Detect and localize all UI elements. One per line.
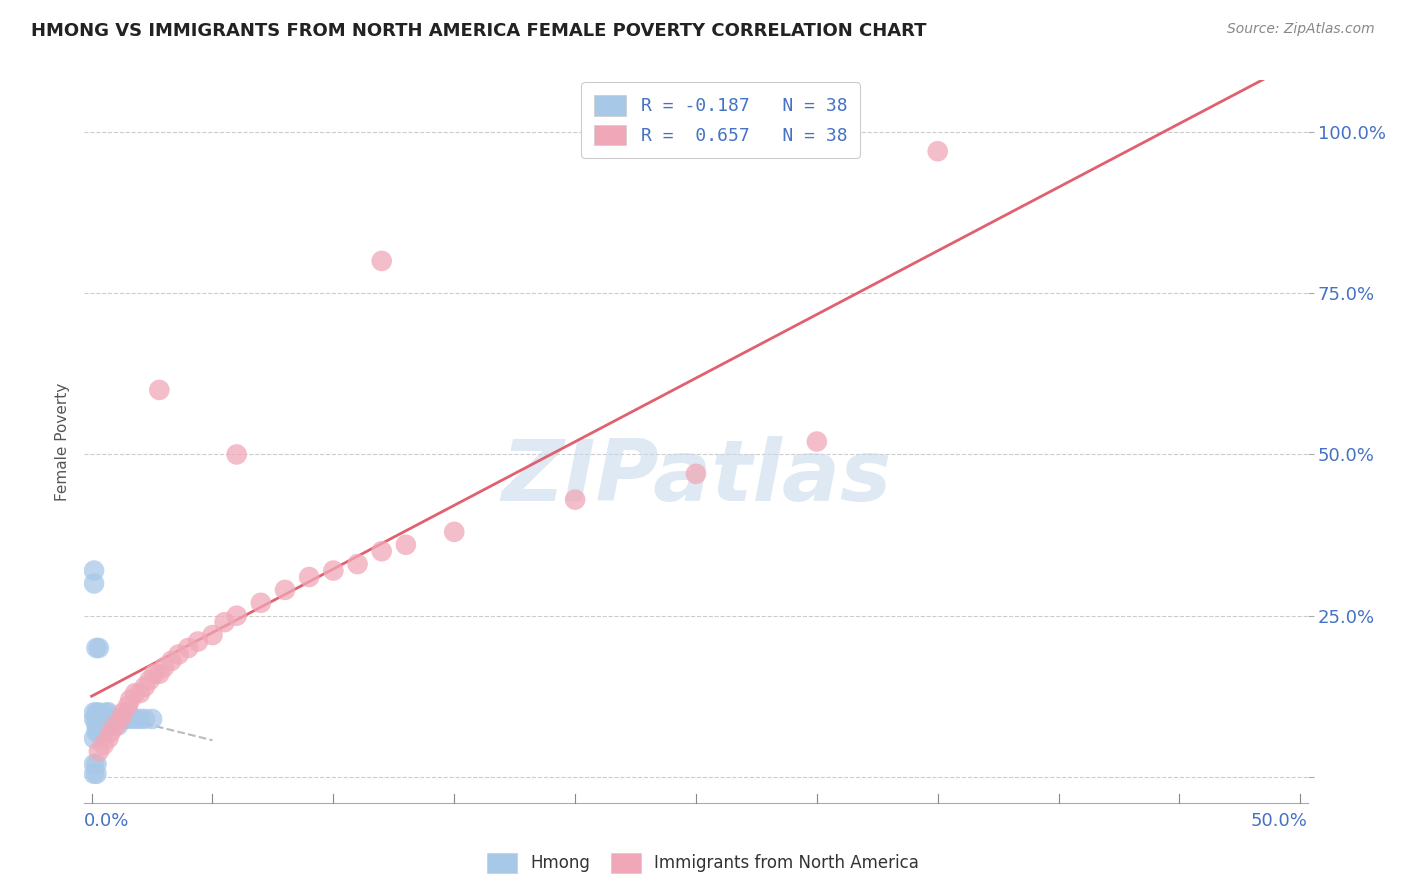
Point xyxy=(103,712,125,726)
Point xyxy=(298,570,321,584)
Point xyxy=(443,524,465,539)
Point xyxy=(134,712,156,726)
Point xyxy=(117,699,139,714)
Point xyxy=(83,731,105,746)
Point xyxy=(148,383,170,397)
Point xyxy=(83,757,105,772)
Point xyxy=(83,576,105,591)
Point xyxy=(395,538,418,552)
Point xyxy=(129,686,152,700)
Point xyxy=(107,718,129,732)
Point xyxy=(94,718,117,732)
Point xyxy=(250,596,273,610)
Point xyxy=(225,447,247,461)
Text: ZIPatlas: ZIPatlas xyxy=(501,436,891,519)
Point xyxy=(104,712,127,726)
Point xyxy=(112,706,135,720)
Point xyxy=(90,712,112,726)
Point xyxy=(187,634,209,648)
Point xyxy=(138,673,160,688)
Point xyxy=(124,712,146,726)
Point xyxy=(90,718,112,732)
Point xyxy=(153,660,176,674)
Point xyxy=(124,686,146,700)
Point xyxy=(86,640,108,655)
Point xyxy=(167,648,190,662)
Point xyxy=(201,628,224,642)
Point xyxy=(806,434,828,449)
Point xyxy=(120,692,142,706)
Point xyxy=(117,706,139,720)
Point xyxy=(93,738,115,752)
Text: 50.0%: 50.0% xyxy=(1251,813,1308,830)
Point xyxy=(927,145,949,159)
Point xyxy=(143,666,166,681)
Point xyxy=(370,254,392,268)
Point xyxy=(87,744,110,758)
Point xyxy=(93,712,115,726)
Point xyxy=(86,712,108,726)
Point xyxy=(97,706,120,720)
Point xyxy=(148,666,170,681)
Point xyxy=(83,766,105,780)
Text: 0.0%: 0.0% xyxy=(84,813,129,830)
Point xyxy=(685,467,707,481)
Point xyxy=(370,544,392,558)
Point xyxy=(86,706,108,720)
Point xyxy=(97,731,120,746)
Point xyxy=(346,557,368,571)
Point xyxy=(86,724,108,739)
Point xyxy=(114,712,136,726)
Point xyxy=(87,640,110,655)
Point xyxy=(94,706,117,720)
Y-axis label: Female Poverty: Female Poverty xyxy=(55,383,70,500)
Point xyxy=(87,712,110,726)
Legend: R = -0.187   N = 38, R =  0.657   N = 38: R = -0.187 N = 38, R = 0.657 N = 38 xyxy=(581,82,860,158)
Text: HMONG VS IMMIGRANTS FROM NORTH AMERICA FEMALE POVERTY CORRELATION CHART: HMONG VS IMMIGRANTS FROM NORTH AMERICA F… xyxy=(31,22,927,40)
Text: Source: ZipAtlas.com: Source: ZipAtlas.com xyxy=(1227,22,1375,37)
Point xyxy=(110,712,132,726)
Point xyxy=(110,712,132,726)
Point xyxy=(86,757,108,772)
Point xyxy=(93,724,115,739)
Point xyxy=(86,718,108,732)
Point xyxy=(274,582,297,597)
Point xyxy=(97,718,120,732)
Point xyxy=(177,640,200,655)
Point xyxy=(225,608,247,623)
Point xyxy=(564,492,586,507)
Point xyxy=(120,712,142,726)
Point xyxy=(100,724,122,739)
Point xyxy=(214,615,236,630)
Point xyxy=(129,712,152,726)
Point xyxy=(86,766,108,780)
Point xyxy=(83,564,105,578)
Point xyxy=(87,724,110,739)
Point xyxy=(104,718,127,732)
Point xyxy=(83,706,105,720)
Legend: Hmong, Immigrants from North America: Hmong, Immigrants from North America xyxy=(481,847,925,880)
Point xyxy=(100,712,122,726)
Point xyxy=(160,654,183,668)
Point xyxy=(87,706,110,720)
Point xyxy=(141,712,163,726)
Point xyxy=(322,564,344,578)
Point xyxy=(134,680,156,694)
Point xyxy=(83,712,105,726)
